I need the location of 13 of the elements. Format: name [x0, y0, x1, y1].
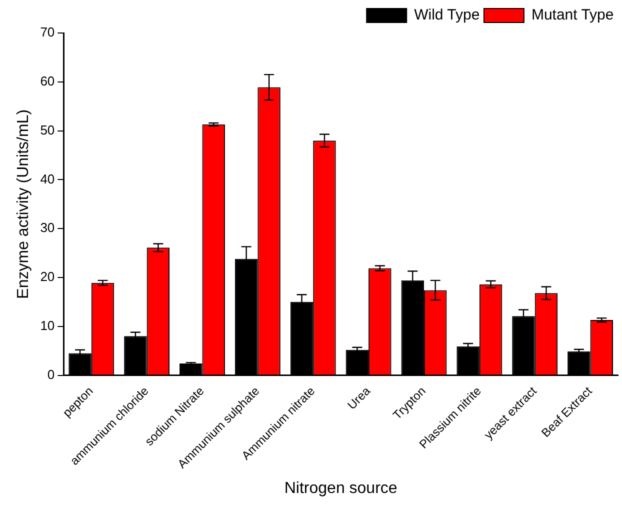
y-tick-label: 40	[40, 171, 55, 186]
legend-label: Wild Type	[414, 6, 480, 24]
y-tick-label: 20	[40, 269, 55, 284]
x-axis-title: Nitrogen source	[284, 480, 398, 497]
y-tick-label: 0	[47, 366, 55, 382]
y-tick-label: 60	[40, 73, 55, 88]
y-tick-label: 10	[40, 318, 55, 333]
y-axis-title: Enzyme activity (Units/mL)	[15, 109, 32, 299]
y-tick-label: 70	[40, 24, 55, 40]
legend-label: Mutant Type	[531, 6, 614, 24]
y-tick-label: 50	[40, 122, 55, 138]
x-tick-label: Urea	[344, 384, 374, 412]
y-tick-label: 30	[40, 220, 55, 236]
